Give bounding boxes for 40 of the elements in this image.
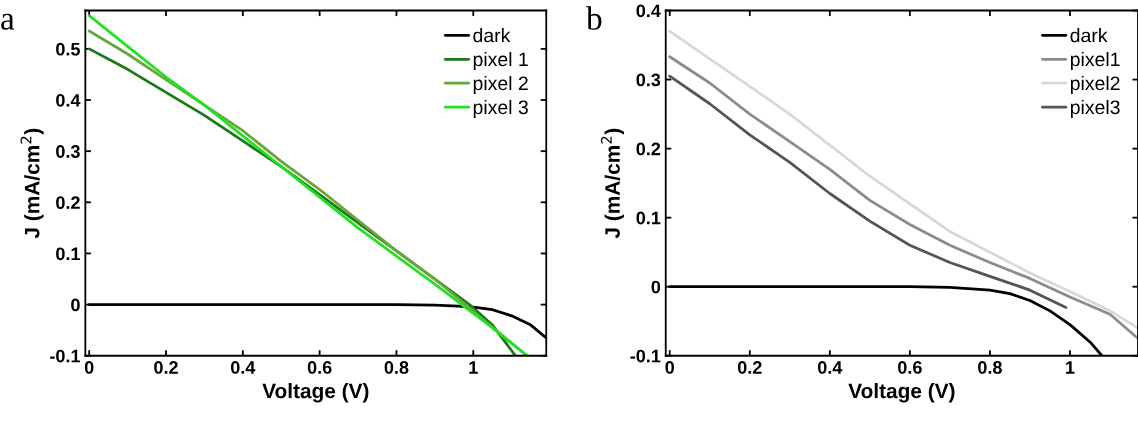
x-tick-label: 1 [469,361,478,374]
x-tick-label: 0 [84,361,94,374]
x-tick-label: 0.2 [154,361,178,374]
y-tick-label: -0.1 [630,349,661,363]
y-tick-label: -0.1 [50,349,80,363]
y-tick-label: 0.4 [56,93,81,107]
x-tick-label: 0 [665,361,675,374]
y-axis-title: J (mA/cm$^{2}$) [20,128,44,239]
y-tick-label: 0 [651,280,661,294]
x-tick-label: 0.6 [307,361,332,374]
x-tick-label: 0.8 [978,361,1002,374]
x-tick-label: 0.8 [384,361,409,374]
x-tick-label: 0.2 [737,361,762,374]
text: a [1,13,15,30]
y-tick-label: 0.1 [636,211,661,225]
y-tick-label: 0.3 [636,73,661,87]
legend-label: pixel 1 [473,51,528,71]
legend-label: pixel 2 [473,75,528,95]
legend-label: pixel1 [1070,51,1120,71]
x-axis-title: Voltage (V) [262,382,369,403]
y-tick-label: 0.3 [56,145,80,158]
y-tick-label: 0.5 [56,42,80,56]
x-tick-label: 0.6 [898,361,922,374]
legend-label: dark [473,28,511,43]
legend-label: dark [1070,28,1108,43]
legend-label: pixel 3 [473,99,528,119]
text: b [586,6,602,30]
x-tick-label: 1 [1066,361,1075,374]
line-series [668,74,1068,309]
x-axis-title: Voltage (V) [848,382,955,403]
legend-label: pixel3 [1070,99,1120,119]
y-tick-label: 0.4 [636,4,661,18]
y-tick-label: 0.1 [56,247,80,261]
y-tick-label: 0 [71,298,80,312]
y-axis-title: J (mA/cm$^{2}$) [600,128,624,239]
x-tick-label: 0.4 [817,361,843,374]
x-tick-label: 0.4 [230,361,256,374]
legend-label: pixel2 [1070,75,1120,95]
y-tick-label: 0.2 [636,142,661,156]
y-tick-label: 0.2 [56,196,80,210]
